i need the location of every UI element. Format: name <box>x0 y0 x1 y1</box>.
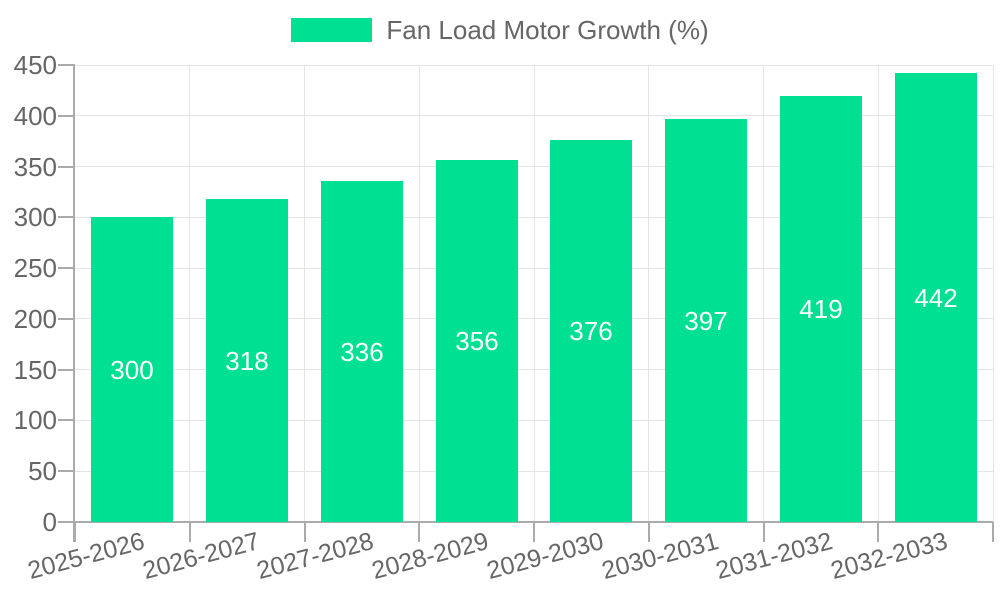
x-tick-label: 2032-2033 <box>827 527 951 586</box>
bar-value-label: 336 <box>340 337 384 367</box>
y-tick <box>58 470 75 473</box>
x-tick-label: 2029-2030 <box>483 527 607 586</box>
y-tick-label: 200 <box>13 303 57 334</box>
x-axis-line <box>73 521 993 523</box>
y-tick-label: 50 <box>28 456 57 487</box>
y-tick <box>58 317 75 320</box>
x-tick <box>533 522 535 542</box>
y-tick-label: 0 <box>42 507 57 537</box>
y-tick <box>58 64 75 66</box>
x-tick <box>303 522 306 542</box>
y-tick <box>58 521 75 523</box>
v-gridline <box>304 65 305 522</box>
v-gridline <box>533 65 535 522</box>
y-tick-label: 350 <box>13 151 57 182</box>
bar-value-label: 318 <box>225 346 269 376</box>
y-tick-label: 400 <box>13 100 57 131</box>
x-tick-label: 2027-2028 <box>254 527 377 586</box>
bar[interactable] <box>895 73 977 522</box>
y-tick <box>58 114 75 117</box>
x-tick <box>418 522 421 542</box>
bar-value-label: 419 <box>799 294 843 324</box>
bar-value-label: 356 <box>455 326 499 356</box>
y-tick-label: 450 <box>13 50 57 80</box>
y-axis-line <box>73 65 75 542</box>
x-tick <box>647 522 650 542</box>
bar[interactable] <box>321 181 403 522</box>
legend-swatch <box>291 18 373 42</box>
y-tick <box>58 419 75 422</box>
x-tick <box>74 522 76 542</box>
bar[interactable] <box>780 96 862 522</box>
v-gridline <box>763 65 764 522</box>
v-gridline <box>648 65 650 522</box>
x-tick <box>188 522 191 542</box>
bar[interactable] <box>550 140 632 522</box>
y-tick-label: 150 <box>13 354 57 385</box>
v-gridline <box>877 65 879 522</box>
x-tick <box>877 522 880 542</box>
y-tick <box>58 267 75 270</box>
y-tick <box>58 368 75 371</box>
bar[interactable] <box>665 119 747 522</box>
y-tick-label: 100 <box>13 405 57 436</box>
y-tick-label: 300 <box>13 202 57 233</box>
legend[interactable]: Fan Load Motor Growth (%) <box>0 16 1000 44</box>
v-gridline <box>992 65 994 522</box>
x-tick <box>762 522 765 542</box>
x-tick-label: 2028-2029 <box>368 527 492 586</box>
v-gridline <box>418 65 420 522</box>
bar[interactable] <box>91 217 173 522</box>
bar-value-label: 397 <box>684 306 728 336</box>
bar[interactable] <box>436 160 518 522</box>
bar-value-label: 300 <box>110 355 154 385</box>
y-tick <box>58 216 75 219</box>
y-tick-label: 250 <box>13 253 57 284</box>
bar[interactable] <box>206 199 288 522</box>
x-tick <box>992 522 994 542</box>
y-tick <box>58 165 75 168</box>
bar-value-label: 442 <box>914 283 958 313</box>
x-tick-label: 2030-2031 <box>598 527 722 586</box>
x-tick-label: 2026-2027 <box>139 527 263 586</box>
x-tick-label: 2031-2032 <box>713 527 836 586</box>
v-gridline <box>189 65 191 522</box>
bar-value-label: 376 <box>569 316 613 346</box>
legend-label: Fan Load Motor Growth (%) <box>386 15 709 45</box>
